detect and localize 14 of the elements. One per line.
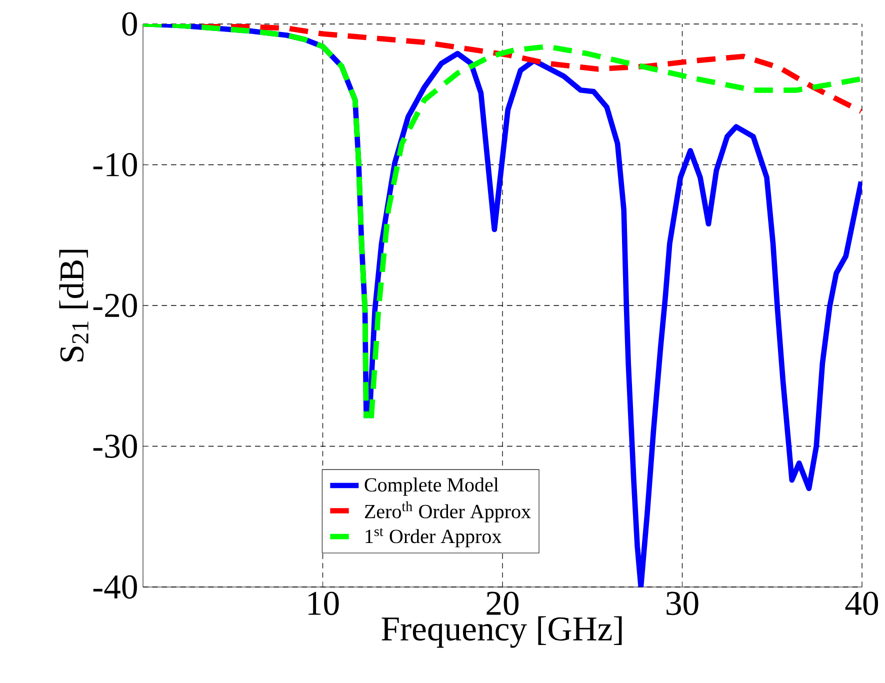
legend-label: Complete Model [364, 478, 499, 496]
x-tick-label: 10 [308, 592, 339, 616]
x-tick-label: 30 [666, 592, 698, 616]
y-tick-label: 0 [122, 12, 137, 36]
legend-label: 1$^{st}$ Order Approx [366, 528, 502, 548]
y-tick-label: -40 [93, 575, 137, 599]
legend-label: Zero$^{th}$ Order Approx [364, 501, 531, 522]
x-axis-title: Frequency [GHz] [382, 616, 622, 648]
x-tick-label: 40 [845, 592, 878, 616]
y-tick-label: -10 [93, 153, 137, 176]
x-tick-label: 20 [486, 592, 519, 616]
y-axis-title: S$_{21}$ [dB] [59, 250, 88, 362]
y-tick-label: -30 [93, 434, 137, 458]
y-tick-label: -20 [93, 294, 137, 318]
